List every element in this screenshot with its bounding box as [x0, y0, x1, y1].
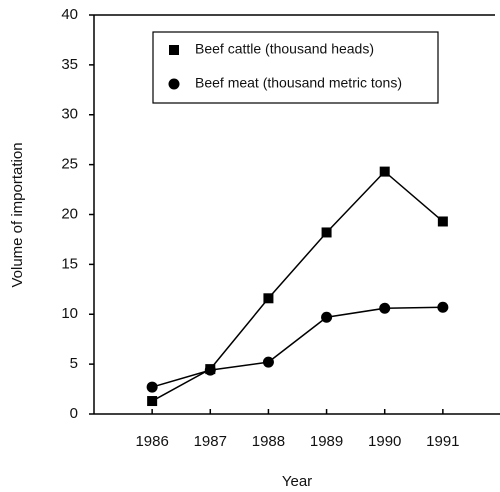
legend-box	[152, 31, 439, 104]
x-axis-label: Year	[282, 473, 312, 490]
y-tick-label: 25	[61, 156, 78, 173]
data-point	[321, 227, 332, 238]
data-point	[379, 302, 391, 314]
x-tick-label: 1986	[135, 433, 168, 450]
y-tick-label: 10	[61, 305, 78, 322]
data-point	[437, 216, 448, 227]
y-tick-label: 40	[61, 6, 78, 23]
series-line	[151, 306, 443, 388]
y-tick-label: 15	[61, 255, 78, 272]
y-tick-label: 5	[70, 355, 78, 372]
data-point	[437, 301, 449, 313]
x-tick-label: 1988	[252, 433, 285, 450]
x-tick-label: 1990	[368, 433, 401, 450]
y-tick-label: 35	[61, 56, 78, 73]
data-point	[147, 396, 158, 407]
data-point	[262, 356, 274, 368]
data-point	[379, 166, 390, 177]
x-tick-label: 1989	[310, 433, 343, 450]
data-point	[146, 381, 158, 393]
y-tick-label: 20	[61, 205, 78, 222]
series-line	[151, 170, 444, 402]
y-tick-label: 0	[70, 405, 78, 422]
x-tick-label: 1991	[426, 433, 459, 450]
legend-marker	[169, 45, 179, 55]
y-tick-label: 30	[61, 106, 78, 123]
x-tick-label: 1987	[194, 433, 227, 450]
y-axis-label: Volume of importation	[9, 142, 26, 287]
data-point	[204, 364, 216, 376]
legend-label: Beef cattle (thousand heads)	[195, 41, 374, 57]
data-point	[263, 293, 274, 304]
data-point	[321, 311, 333, 323]
legend-marker	[168, 78, 180, 90]
legend-label: Beef meat (thousand metric tons)	[195, 75, 402, 91]
